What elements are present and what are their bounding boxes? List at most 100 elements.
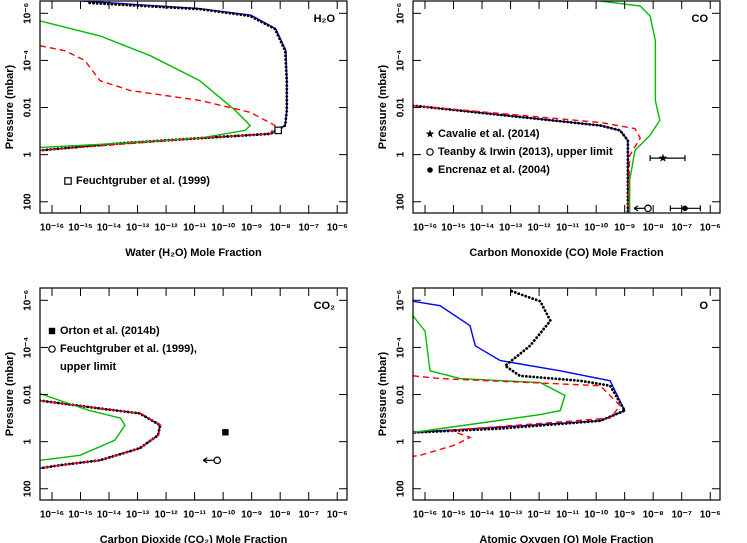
upper-limit-arrowhead [633, 205, 639, 212]
x-tick-label: 10⁻¹⁶ [40, 223, 64, 234]
observation [222, 429, 229, 436]
x-tick-label: 10⁻¹⁵ [68, 223, 93, 234]
line-dashed [40, 45, 276, 152]
x-tick-label: 10⁻¹⁶ [413, 510, 437, 521]
x-tick-label: 10⁻¹⁰ [211, 510, 235, 521]
x-tick-label: 10⁻⁸ [270, 223, 291, 234]
y-tick-label: 100 [396, 480, 407, 497]
line-dotted [40, 1, 289, 152]
panel-label: CO [692, 13, 709, 25]
x-tick-label: 10⁻¹² [155, 223, 179, 234]
y-tick-label: 10⁻⁶ [396, 3, 407, 24]
observation [644, 204, 652, 213]
y-tick-label: 1 [23, 151, 34, 157]
x-tick-label: 10⁻¹⁵ [441, 223, 466, 234]
x-tick-label: 10⁻¹¹ [556, 223, 580, 234]
y-tick-label: 10⁻⁶ [23, 290, 34, 311]
panel: 10⁻¹⁶ 10⁻¹⁵ 10⁻¹⁴ 10⁻¹³ 10⁻¹² 10⁻¹¹ 10⁻¹⁰ 10⁻⁹ 1… [377, 287, 721, 543]
legend-label: Encrenaz et al. (2004) [438, 164, 550, 176]
line-solid [40, 392, 126, 461]
panel-label: H₂O [314, 13, 336, 25]
x-tick-label: 10⁻¹² [528, 510, 552, 521]
legend-label: Feuchtgruber et al. (1999) [76, 175, 210, 187]
plot-area [40, 1, 289, 152]
panel: 10⁻¹⁶ 10⁻¹⁵ 10⁻¹⁴ 10⁻¹³ 10⁻¹² 10⁻¹¹ 10⁻¹⁰ 10⁻⁹ 1… [4, 0, 348, 259]
y-tick-label: 10⁻⁴ [396, 50, 407, 71]
legend-marker [48, 327, 56, 335]
plot-frame [39, 287, 348, 501]
x-tick-label: 10⁻⁹ [241, 510, 262, 521]
y-axis-label: Pressure (mbar) [4, 351, 16, 436]
line-dotted [413, 289, 627, 434]
x-tick-label: 10⁻⁹ [614, 223, 635, 234]
x-tick-label: 10⁻¹⁴ [470, 223, 495, 234]
plot-frame [39, 0, 348, 214]
x-tick-label: 10⁻¹³ [499, 510, 523, 521]
x-tick-label: 10⁻⁶ [327, 223, 348, 234]
x-tick-label: 10⁻⁶ [700, 223, 721, 234]
x-tick-label: 10⁻⁶ [327, 510, 348, 521]
panel-label: O [699, 300, 708, 312]
x-tick-label: 10⁻⁷ [671, 223, 692, 234]
y-tick-label: 0.01 [23, 384, 34, 404]
plot-area [40, 392, 162, 470]
y-tick-label: 100 [23, 480, 34, 497]
legend-label: Cavalie et al. (2014) [438, 128, 540, 140]
x-tick-label: 10⁻⁷ [671, 510, 692, 521]
panel: 10⁻¹⁶ 10⁻¹⁵ 10⁻¹⁴ 10⁻¹³ 10⁻¹² 10⁻¹¹ 10⁻¹⁰ 10⁻⁹ 1… [377, 0, 721, 259]
x-tick-label: 10⁻⁹ [241, 223, 262, 234]
x-tick-label: 10⁻⁷ [298, 223, 319, 234]
x-tick-label: 10⁻¹¹ [183, 510, 207, 521]
line-dashed [413, 104, 642, 213]
x-tick-label: 10⁻¹⁰ [584, 223, 608, 234]
x-tick-label: 10⁻¹⁴ [470, 510, 495, 521]
upper-limit-arrowhead [202, 457, 208, 464]
x-axis-label: Carbon Monoxide (CO) Mole Fraction [469, 247, 664, 259]
x-axis-label: Carbon Dioxide (CO₂) Mole Fraction [100, 534, 288, 543]
x-tick-label: 10⁻¹⁴ [97, 510, 122, 521]
x-tick-label: 10⁻⁸ [643, 510, 664, 521]
line-solid [413, 300, 626, 434]
y-tick-label: 10⁻⁴ [23, 50, 34, 71]
plot-area [413, 289, 627, 457]
observation [274, 126, 282, 135]
line-solid [600, 1, 661, 213]
x-tick-label: 10⁻⁸ [643, 223, 664, 234]
observation [213, 456, 222, 465]
panel: 10⁻¹⁶ 10⁻¹⁵ 10⁻¹⁴ 10⁻¹³ 10⁻¹² 10⁻¹¹ 10⁻¹⁰ 10⁻⁹ 1… [4, 287, 348, 543]
y-axis-label: Pressure (mbar) [377, 351, 389, 436]
legend-label: Orton et al. (2014b) [60, 325, 160, 337]
x-tick-label: 10⁻⁷ [298, 510, 319, 521]
y-tick-label: 10⁻⁴ [396, 337, 407, 358]
observation [658, 153, 668, 162]
observation [682, 205, 688, 212]
plot-area [413, 1, 661, 213]
panel-label: CO₂ [314, 300, 336, 312]
line-solid [40, 1, 288, 152]
x-axis-label: Atomic Oxygen (O) Mole Fraction [479, 534, 653, 543]
line-dotted [413, 104, 630, 213]
y-tick-label: 0.01 [396, 384, 407, 404]
legend-label: upper limit [60, 361, 117, 373]
plot-frame [412, 0, 721, 214]
x-tick-label: 10⁻¹⁶ [413, 223, 437, 234]
x-tick-label: 10⁻¹⁵ [441, 510, 466, 521]
x-axis-label: Water (H₂O) Mole Fraction [125, 247, 262, 259]
y-tick-label: 10⁻⁴ [23, 337, 34, 358]
y-tick-label: 0.01 [23, 97, 34, 117]
x-tick-label: 10⁻¹³ [126, 223, 150, 234]
y-tick-label: 10⁻⁶ [23, 3, 34, 24]
x-tick-label: 10⁻¹⁰ [211, 223, 235, 234]
legend-marker [48, 345, 56, 353]
y-tick-label: 1 [396, 438, 407, 444]
x-tick-label: 10⁻¹¹ [183, 223, 207, 234]
y-tick-label: 1 [23, 438, 34, 444]
x-tick-label: 10⁻⁹ [614, 510, 635, 521]
x-tick-label: 10⁻¹³ [499, 223, 523, 234]
y-axis-label: Pressure (mbar) [377, 64, 389, 149]
y-tick-label: 100 [23, 193, 34, 210]
x-tick-label: 10⁻¹³ [126, 510, 150, 521]
legend-marker [426, 148, 434, 156]
y-tick-label: 10⁻⁶ [396, 290, 407, 311]
